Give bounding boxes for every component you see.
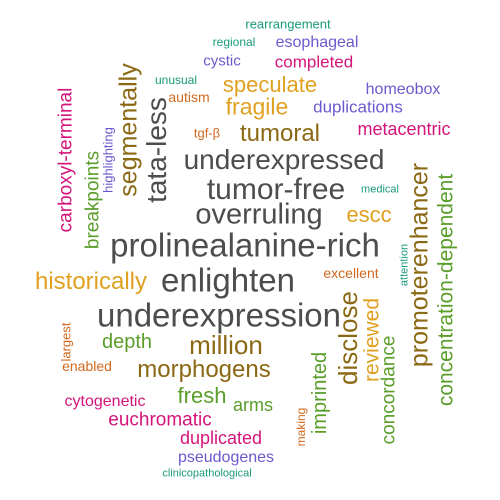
word-fresh: fresh (177, 383, 227, 408)
word-underexpressed: underexpressed (183, 144, 385, 175)
word-esophageal: esophageal (275, 34, 359, 51)
word-historically: historically (34, 268, 148, 295)
word-enlighten: enlighten (161, 261, 295, 299)
word-duplicated: duplicated (179, 428, 263, 448)
word-clinicopathological: clinicopathological (162, 467, 252, 480)
word-rearrangement: rearrangement (245, 16, 331, 32)
word-completed: completed (274, 52, 354, 72)
word-autism: autism (168, 89, 210, 105)
word-depth: depth (101, 331, 153, 353)
word-overruling: overruling (195, 198, 323, 231)
word-morphogens: morphogens (137, 356, 271, 383)
word-promoterenhancer: promoterenhancer (405, 162, 434, 368)
word-tata-less: tata-less (141, 97, 172, 203)
word-cytogenetic: cytogenetic (64, 393, 146, 410)
word-underexpression: underexpression (97, 296, 341, 334)
word-disclose: disclose (333, 291, 363, 385)
word-imprinted: imprinted (309, 351, 331, 435)
word-enabled: enabled (62, 358, 112, 374)
word-prolinealanine-rich: prolinealanine-rich (110, 226, 380, 264)
word-concentration-dependent: concentration-dependent (434, 173, 458, 407)
word-carboxyl-terminal: carboxyl-terminal (55, 87, 77, 233)
word-million: million (189, 330, 263, 360)
word-tgf: tgf-β (193, 125, 221, 141)
word-cystic: cystic (203, 52, 241, 70)
word-largest: largest (58, 322, 74, 362)
word-homeobox: homeobox (365, 81, 441, 98)
word-unusual: unusual (154, 73, 198, 87)
word-segmentally: segmentally (114, 63, 143, 197)
word-arms: arms (233, 395, 273, 415)
word-regional: regional (212, 35, 256, 49)
word-pseudogenes: pseudogenes (177, 449, 275, 466)
word-concordance: concordance (378, 335, 400, 445)
word-euchromatic: euchromatic (108, 409, 212, 431)
word-metacentric: metacentric (357, 119, 451, 139)
word-duplications: duplications (313, 97, 403, 117)
word-medical: medical (361, 183, 399, 196)
word-making: making (294, 407, 308, 447)
word-fragile: fragile (225, 93, 289, 120)
word-excellent: excellent (323, 265, 379, 281)
word-speculate: speculate (222, 72, 318, 97)
word-highlighting: highlighting (100, 127, 116, 193)
word-tumor-free: tumor-free (206, 173, 346, 206)
word-escc: escc (346, 202, 392, 227)
word-tumoral: tumoral (239, 120, 321, 147)
